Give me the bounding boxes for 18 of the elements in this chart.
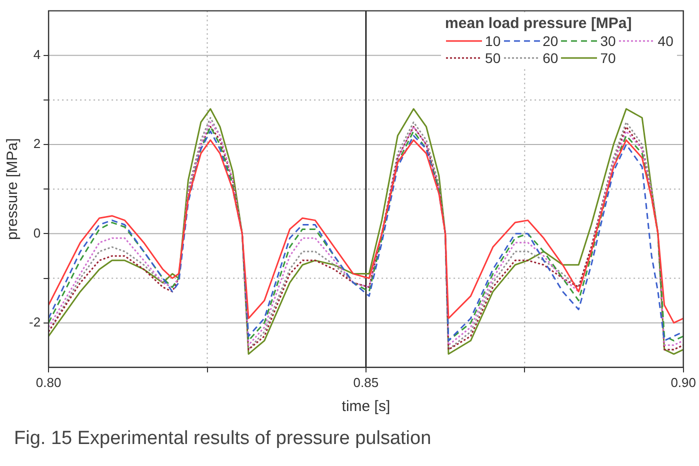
legend-label: 10 <box>485 32 501 49</box>
x-tick-label: 0.80 <box>36 374 62 390</box>
x-axis-title: time [s] <box>342 398 390 416</box>
y-axis-title: pressure [MPa] <box>4 138 22 240</box>
y-tick-label: 4 <box>33 46 41 62</box>
x-tick-label: 0.85 <box>353 374 379 390</box>
legend-label: 50 <box>485 50 501 66</box>
legend-label: 60 <box>542 50 558 66</box>
y-tick-label: 2 <box>33 136 41 152</box>
x-tick-label: 0.90 <box>670 374 696 390</box>
caption: Fig. 15 Experimental results of pressure pulsation <box>14 428 432 450</box>
y-tick-label: -2 <box>28 314 41 330</box>
legend-label: 40 <box>658 32 674 49</box>
legend-label: 20 <box>542 32 558 49</box>
legend-label: 30 <box>600 32 616 49</box>
y-tick-label: 0 <box>33 225 41 240</box>
legend-title: mean load pressure [MPa] <box>445 14 633 32</box>
legend-label: 70 <box>600 50 616 66</box>
